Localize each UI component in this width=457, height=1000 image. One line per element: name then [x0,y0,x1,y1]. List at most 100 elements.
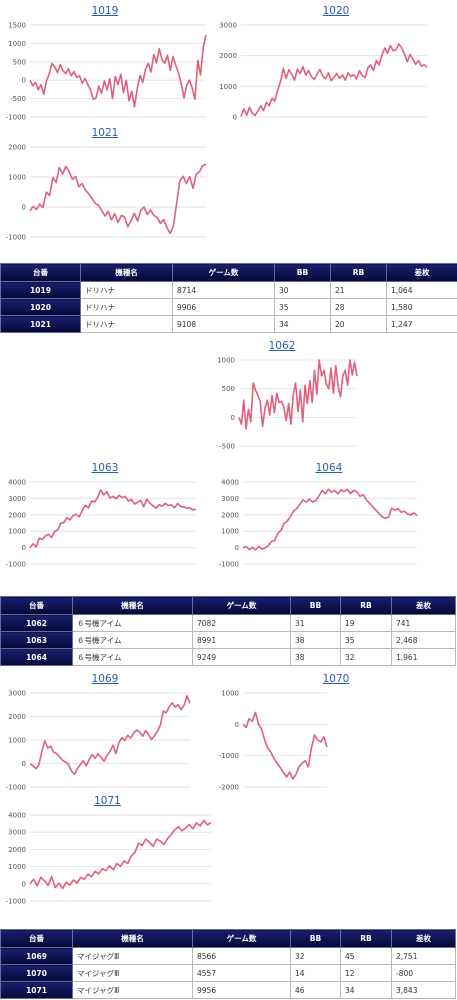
y-tick-label: 0 [22,204,26,212]
chart-svg: -1000 0 1000 2000 3000 4000 [6,479,197,569]
machine-number-cell: 1021 [0,315,81,333]
games-cell: 9108 [172,315,275,333]
y-tick-label: 1500 [8,22,26,30]
y-tick-label: -1000 [6,114,26,122]
bb-cell: 14 [290,964,341,982]
y-tick-label: -1000 [6,234,26,242]
diff-cell: 1,580 [386,298,457,316]
y-tick-label: -500 [219,443,235,451]
slump-chart-1070: -2000 -1000 0 1000 1070 [215,673,457,799]
games-cell: 7082 [192,614,291,632]
slump-chart-1020: 0 1000 2000 3000 1020 [215,5,457,127]
chart-title-link[interactable]: 1069 [91,673,119,685]
col-header-number: 台番 [0,929,73,948]
machine-name-cell: ドリハナ [80,281,173,299]
y-tick-label: 2000 [8,846,26,854]
chart-svg: -1000 0 1000 2000 [6,144,207,242]
machine-data-table-1: 台番 機種名 ゲーム数 BB RB 差枚 1019 ドリハナ 8714 30 2… [0,263,457,333]
series-line [29,694,191,776]
rb-cell: 35 [340,631,392,649]
col-header-bb: BB [290,596,341,615]
bb-cell: 38 [290,631,341,649]
chart-title-link[interactable]: 1021 [91,127,119,139]
y-tick-label: 500 [222,385,235,393]
machine-number-cell: 1070 [0,964,73,982]
rb-cell: 45 [340,947,392,965]
games-cell: 8714 [172,281,275,299]
machine-number-cell: 1069 [0,947,73,965]
diff-cell: 1,064 [386,281,457,299]
y-tick-label: 0 [233,114,237,122]
games-cell: 8991 [192,631,291,649]
table-row: 1019 ドリハナ 8714 30 21 1,064 [0,281,457,299]
diff-cell: 2,751 [391,947,456,965]
col-header-number: 台番 [0,263,81,282]
y-tick-label: 3000 [8,495,26,503]
diff-cell: 1,247 [386,315,457,333]
table-row: 1064 ６号機アイム 9249 38 32 1,961 [0,648,456,666]
y-tick-label: -1000 [219,561,239,569]
y-tick-label: 1000 [217,357,235,365]
y-tick-label: 0 [235,721,239,729]
y-tick-label: 1000 [8,174,26,182]
bb-cell: 35 [274,298,331,316]
series-line [238,359,358,430]
machine-number-cell: 1071 [0,981,73,999]
chart-title-link[interactable]: 1064 [315,462,343,474]
bb-cell: 30 [274,281,331,299]
col-header-bb: BB [290,929,341,948]
series-line [242,488,418,551]
diff-cell: 2,468 [391,631,456,649]
machine-name-cell: ６号機アイム [72,614,193,632]
chart-svg: -1000 0 1000 2000 3000 4000 [219,479,418,569]
chart-svg: 0 1000 2000 3000 [219,22,428,122]
y-tick-label: 4000 [8,812,26,820]
chart-svg: -1000 -500 0 500 1000 1500 [6,22,207,122]
y-tick-label: 1000 [8,737,26,745]
games-cell: 9906 [172,298,275,316]
table-row: 1071 マイジャグⅢ 9956 46 34 3,843 [0,981,456,999]
games-cell: 8566 [192,947,291,965]
games-cell: 4557 [192,964,291,982]
y-tick-label: 1000 [221,528,239,536]
rb-cell: 28 [330,298,387,316]
chart-svg: -2000 -1000 0 1000 [219,690,328,792]
diff-cell: -800 [391,964,456,982]
chart-title-link[interactable]: 1070 [322,673,350,685]
machine-name-cell: ドリハナ [80,298,173,316]
slump-chart-1071: -1000 0 1000 2000 3000 4000 1071 [0,795,215,921]
table-row: 1069 マイジャグⅢ 8566 32 45 2,751 [0,947,456,965]
chart-title-link[interactable]: 1071 [94,795,121,807]
y-tick-label: 3000 [219,22,237,30]
chart-title-link[interactable]: 1063 [91,462,119,474]
chart-svg: -1000 0 1000 2000 3000 4000 [6,812,212,906]
y-tick-label: 500 [13,58,26,66]
series-line [29,819,212,890]
diff-cell: 741 [391,614,456,632]
col-header-games: ゲーム数 [192,929,291,948]
machine-data-table-3: 台番 機種名 ゲーム数 BB RB 差枚 1069 マイジャグⅢ 8566 32… [0,929,456,999]
col-header-bb: BB [274,263,331,282]
col-header-rb: RB [340,596,392,615]
rb-cell: 20 [330,315,387,333]
y-tick-label: 2000 [8,144,26,152]
series-line [240,43,428,117]
y-tick-label: -2000 [219,784,239,792]
machine-name-cell: ６号機アイム [72,631,193,649]
col-header-diff: 差枚 [386,263,457,282]
machine-name-cell: マイジャグⅢ [72,964,193,982]
bb-cell: 38 [290,648,341,666]
y-tick-label: 1000 [219,83,237,91]
y-tick-label: -1000 [219,752,239,760]
y-tick-label: 0 [22,880,26,888]
y-tick-label: -500 [10,95,26,103]
chart-title-link[interactable]: 1019 [91,5,119,17]
chart-title-link[interactable]: 1020 [322,5,350,17]
machine-name-cell: ドリハナ [80,315,173,333]
y-tick-label: 0 [231,414,235,422]
slump-chart-1063: -1000 0 1000 2000 3000 4000 1063 [0,462,210,592]
y-tick-label: -1000 [6,784,26,792]
diff-cell: 3,843 [391,981,456,999]
chart-title-link[interactable]: 1062 [268,340,296,352]
y-tick-label: 3000 [8,690,26,698]
